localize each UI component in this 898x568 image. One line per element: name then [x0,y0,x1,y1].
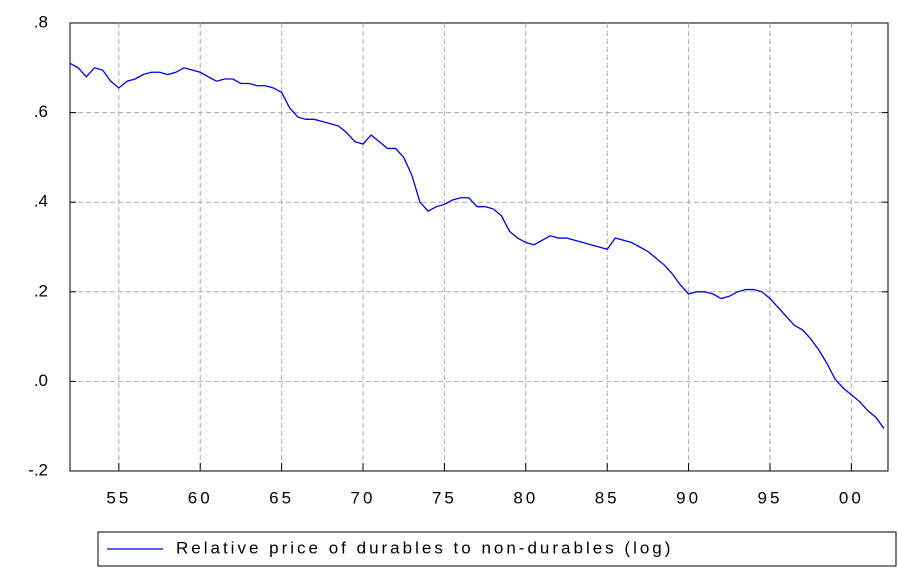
x-tick-label: 90 [676,488,701,507]
y-tick-label: .6 [34,102,48,121]
legend-box [97,531,897,567]
y-tick-label: .0 [34,371,48,390]
x-tick-label: 55 [106,488,131,507]
y-tick-label: -.2 [28,460,48,479]
x-tick-label: 85 [595,488,620,507]
x-tick-label: 75 [432,488,457,507]
plot-frame [69,22,889,472]
x-tick-label: 70 [351,488,376,507]
x-tick-label: 00 [839,488,864,507]
x-tick-label: 80 [513,488,538,507]
y-tick-label: .2 [34,281,48,300]
y-tick-label: .4 [34,192,48,211]
legend-label: Relative price of durables to non-durabl… [176,538,673,557]
x-tick-label: 60 [188,488,213,507]
data-line [69,62,885,429]
y-tick-label: .8 [34,12,48,31]
x-tick-label: 95 [758,488,783,507]
x-tick-label: 65 [269,488,294,507]
